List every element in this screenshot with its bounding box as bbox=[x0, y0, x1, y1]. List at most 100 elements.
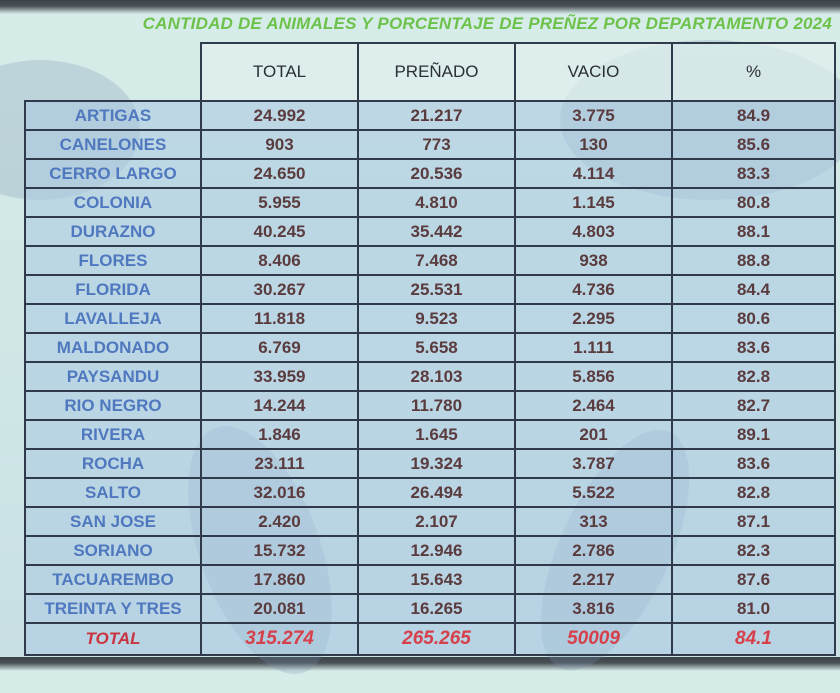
cell-total: 20.081 bbox=[200, 593, 359, 624]
table-row: SALTO 32.016 26.494 5.522 82.8 bbox=[24, 477, 836, 508]
cell-vacio: 1.145 bbox=[514, 187, 673, 218]
cell-total: 2.420 bbox=[200, 506, 359, 537]
header-percent: % bbox=[671, 42, 836, 102]
total-vacio: 50009 bbox=[514, 622, 673, 656]
cell-vacio: 5.856 bbox=[514, 361, 673, 392]
table-row: ARTIGAS 24.992 21.217 3.775 84.9 bbox=[24, 100, 836, 131]
cell-pct: 88.8 bbox=[671, 245, 836, 276]
cell-total: 15.732 bbox=[200, 535, 359, 566]
table-row: SAN JOSE 2.420 2.107 313 87.1 bbox=[24, 506, 836, 537]
department-name: CANELONES bbox=[24, 129, 202, 160]
total-total: 315.274 bbox=[200, 622, 359, 656]
cell-pct: 82.8 bbox=[671, 477, 836, 508]
department-name: FLORIDA bbox=[24, 274, 202, 305]
cell-pct: 84.9 bbox=[671, 100, 836, 131]
cell-total: 903 bbox=[200, 129, 359, 160]
department-name: MALDONADO bbox=[24, 332, 202, 363]
cell-total: 32.016 bbox=[200, 477, 359, 508]
table-row: FLORIDA 30.267 25.531 4.736 84.4 bbox=[24, 274, 836, 305]
table-row: FLORES 8.406 7.468 938 88.8 bbox=[24, 245, 836, 276]
cell-pct: 81.0 bbox=[671, 593, 836, 624]
cell-vacio: 1.111 bbox=[514, 332, 673, 363]
table-row: LAVALLEJA 11.818 9.523 2.295 80.6 bbox=[24, 303, 836, 334]
department-name: ARTIGAS bbox=[24, 100, 202, 131]
cell-total: 40.245 bbox=[200, 216, 359, 247]
department-name: LAVALLEJA bbox=[24, 303, 202, 334]
department-name: CERRO LARGO bbox=[24, 158, 202, 189]
cell-prenado: 21.217 bbox=[357, 100, 516, 131]
cell-prenado: 9.523 bbox=[357, 303, 516, 334]
cell-total: 1.846 bbox=[200, 419, 359, 450]
cell-pct: 87.1 bbox=[671, 506, 836, 537]
table-row: CERRO LARGO 24.650 20.536 4.114 83.3 bbox=[24, 158, 836, 189]
cell-prenado: 28.103 bbox=[357, 361, 516, 392]
cell-vacio: 3.775 bbox=[514, 100, 673, 131]
cell-prenado: 5.658 bbox=[357, 332, 516, 363]
table-row: TACUAREMBO 17.860 15.643 2.217 87.6 bbox=[24, 564, 836, 595]
table-row: DURAZNO 40.245 35.442 4.803 88.1 bbox=[24, 216, 836, 247]
header-row: TOTAL PREÑADO VACIO % bbox=[25, 42, 836, 102]
slide-title: CANTIDAD DE ANIMALES Y PORCENTAJE DE PRE… bbox=[142, 14, 832, 33]
cell-total: 23.111 bbox=[200, 448, 359, 479]
department-name: TREINTA Y TRES bbox=[24, 593, 202, 624]
cell-total: 30.267 bbox=[200, 274, 359, 305]
cell-total: 24.992 bbox=[200, 100, 359, 131]
cell-pct: 82.7 bbox=[671, 390, 836, 421]
cell-prenado: 26.494 bbox=[357, 477, 516, 508]
cell-prenado: 15.643 bbox=[357, 564, 516, 595]
department-name: SAN JOSE bbox=[24, 506, 202, 537]
department-name: RIVERA bbox=[24, 419, 202, 450]
cell-prenado: 16.265 bbox=[357, 593, 516, 624]
cell-prenado: 773 bbox=[357, 129, 516, 160]
header-total: TOTAL bbox=[200, 42, 359, 102]
cell-vacio: 3.816 bbox=[514, 593, 673, 624]
department-name: RIO NEGRO bbox=[24, 390, 202, 421]
total-label: TOTAL bbox=[24, 622, 202, 656]
cell-pct: 83.3 bbox=[671, 158, 836, 189]
cell-total: 5.955 bbox=[200, 187, 359, 218]
cell-pct: 80.8 bbox=[671, 187, 836, 218]
cell-vacio: 3.787 bbox=[514, 448, 673, 479]
cell-vacio: 938 bbox=[514, 245, 673, 276]
department-name: PAYSANDU bbox=[24, 361, 202, 392]
total-row: TOTAL 315.274 265.265 50009 84.1 bbox=[24, 622, 836, 656]
cell-vacio: 2.217 bbox=[514, 564, 673, 595]
cell-vacio: 201 bbox=[514, 419, 673, 450]
cell-total: 8.406 bbox=[200, 245, 359, 276]
total-prenado: 265.265 bbox=[357, 622, 516, 656]
cell-pct: 84.4 bbox=[671, 274, 836, 305]
cell-pct: 87.6 bbox=[671, 564, 836, 595]
table-row: ROCHA 23.111 19.324 3.787 83.6 bbox=[24, 448, 836, 479]
department-name: TACUAREMBO bbox=[24, 564, 202, 595]
cell-total: 17.860 bbox=[200, 564, 359, 595]
cell-total: 6.769 bbox=[200, 332, 359, 363]
cell-pct: 83.6 bbox=[671, 448, 836, 479]
header-blank bbox=[25, 43, 201, 101]
cell-pct: 83.6 bbox=[671, 332, 836, 363]
pregnancy-table: TOTAL PREÑADO VACIO % ARTIGAS 24.992 21.21… bbox=[24, 42, 836, 656]
cell-pct: 88.1 bbox=[671, 216, 836, 247]
cell-total: 14.244 bbox=[200, 390, 359, 421]
cell-prenado: 20.536 bbox=[357, 158, 516, 189]
cell-vacio: 4.114 bbox=[514, 158, 673, 189]
department-name: ROCHA bbox=[24, 448, 202, 479]
total-pct: 84.1 bbox=[671, 622, 836, 656]
cell-pct: 85.6 bbox=[671, 129, 836, 160]
table-row: COLONIA 5.955 4.810 1.145 80.8 bbox=[24, 187, 836, 218]
cell-prenado: 4.810 bbox=[357, 187, 516, 218]
table-row: TREINTA Y TRES 20.081 16.265 3.816 81.0 bbox=[24, 593, 836, 624]
cell-prenado: 35.442 bbox=[357, 216, 516, 247]
cell-vacio: 2.295 bbox=[514, 303, 673, 334]
cell-vacio: 2.464 bbox=[514, 390, 673, 421]
cell-pct: 80.6 bbox=[671, 303, 836, 334]
cell-prenado: 12.946 bbox=[357, 535, 516, 566]
table-row: SORIANO 15.732 12.946 2.786 82.3 bbox=[24, 535, 836, 566]
cell-vacio: 130 bbox=[514, 129, 673, 160]
cell-prenado: 1.645 bbox=[357, 419, 516, 450]
cell-vacio: 5.522 bbox=[514, 477, 673, 508]
cell-vacio: 4.803 bbox=[514, 216, 673, 247]
table-row: RIO NEGRO 14.244 11.780 2.464 82.7 bbox=[24, 390, 836, 421]
header-prenado: PREÑADO bbox=[357, 42, 516, 102]
table-row: MALDONADO 6.769 5.658 1.111 83.6 bbox=[24, 332, 836, 363]
table-row: CANELONES 903 773 130 85.6 bbox=[24, 129, 836, 160]
